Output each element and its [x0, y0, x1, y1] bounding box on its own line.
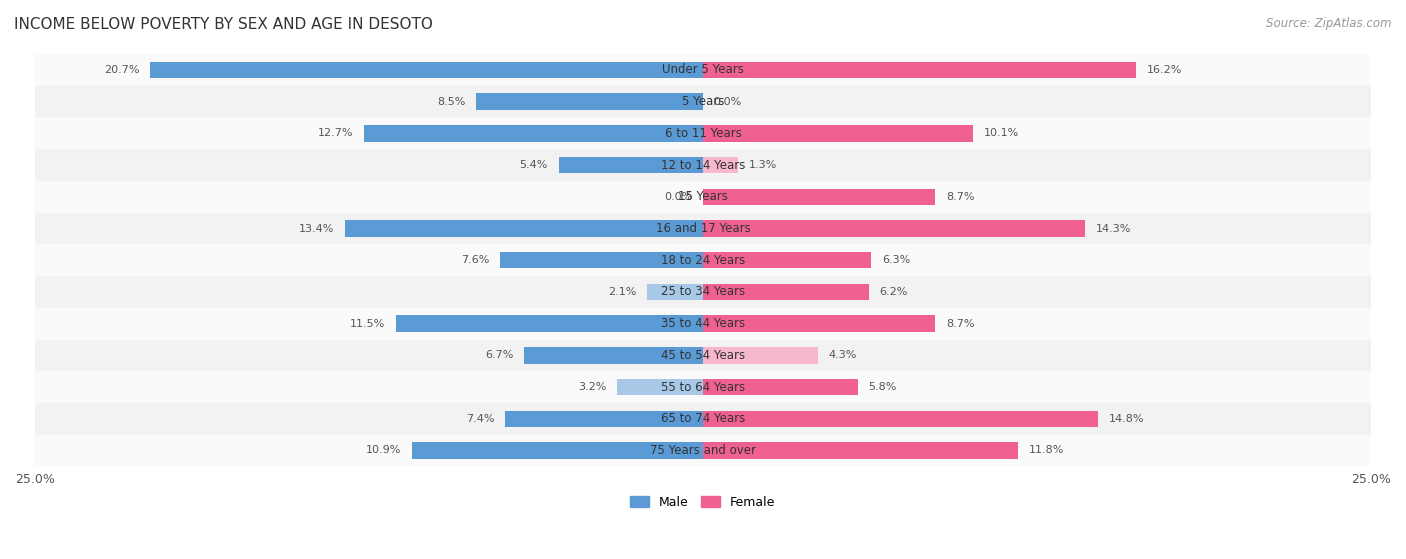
Text: Under 5 Years: Under 5 Years	[662, 64, 744, 77]
Bar	[475, 93, 703, 110]
Text: 5 Years: 5 Years	[682, 95, 724, 108]
Text: INCOME BELOW POVERTY BY SEX AND AGE IN DESOTO: INCOME BELOW POVERTY BY SEX AND AGE IN D…	[14, 17, 433, 32]
Bar	[558, 157, 703, 173]
Text: 4.3%: 4.3%	[828, 350, 858, 361]
Text: 7.6%: 7.6%	[461, 255, 489, 265]
Bar	[703, 379, 858, 395]
Text: 14.8%: 14.8%	[1109, 414, 1144, 424]
Bar	[703, 315, 935, 332]
Text: 6 to 11 Years: 6 to 11 Years	[665, 127, 741, 140]
Bar	[364, 125, 703, 141]
Text: 2.1%: 2.1%	[607, 287, 636, 297]
Text: 13.4%: 13.4%	[299, 224, 335, 234]
Text: 16.2%: 16.2%	[1147, 65, 1182, 75]
Bar	[647, 284, 703, 300]
Bar	[703, 188, 935, 205]
Text: 10.1%: 10.1%	[984, 129, 1019, 139]
Text: 35 to 44 Years: 35 to 44 Years	[661, 317, 745, 330]
Text: 25 to 34 Years: 25 to 34 Years	[661, 286, 745, 299]
Bar	[35, 371, 1371, 403]
Bar	[703, 220, 1085, 237]
Bar	[412, 442, 703, 459]
Text: 6.7%: 6.7%	[485, 350, 513, 361]
Text: 7.4%: 7.4%	[465, 414, 495, 424]
Text: 0.0%: 0.0%	[714, 97, 742, 107]
Text: 65 to 74 Years: 65 to 74 Years	[661, 413, 745, 425]
Text: 12 to 14 Years: 12 to 14 Years	[661, 159, 745, 172]
Text: 11.5%: 11.5%	[350, 319, 385, 329]
Bar	[35, 212, 1371, 244]
Bar	[35, 276, 1371, 308]
Text: 5.4%: 5.4%	[520, 160, 548, 170]
Bar	[35, 54, 1371, 86]
Bar	[524, 347, 703, 363]
Bar	[35, 244, 1371, 276]
Text: 10.9%: 10.9%	[366, 446, 401, 456]
Bar	[703, 284, 869, 300]
Text: 5.8%: 5.8%	[869, 382, 897, 392]
Bar	[150, 61, 703, 78]
Text: 1.3%: 1.3%	[748, 160, 776, 170]
Text: 6.3%: 6.3%	[882, 255, 910, 265]
Bar	[35, 435, 1371, 466]
Text: 3.2%: 3.2%	[578, 382, 607, 392]
Bar	[703, 347, 818, 363]
Bar	[35, 403, 1371, 435]
Bar	[344, 220, 703, 237]
Bar	[35, 339, 1371, 371]
Text: 15 Years: 15 Years	[678, 190, 728, 203]
Bar	[35, 117, 1371, 149]
Bar	[703, 157, 738, 173]
Text: 8.7%: 8.7%	[946, 319, 974, 329]
Bar	[35, 181, 1371, 212]
Bar	[703, 61, 1136, 78]
Text: 12.7%: 12.7%	[318, 129, 353, 139]
Text: 55 to 64 Years: 55 to 64 Years	[661, 381, 745, 394]
Bar	[35, 86, 1371, 117]
Text: 75 Years and over: 75 Years and over	[650, 444, 756, 457]
Text: 16 and 17 Years: 16 and 17 Years	[655, 222, 751, 235]
Text: Source: ZipAtlas.com: Source: ZipAtlas.com	[1267, 17, 1392, 30]
Text: 45 to 54 Years: 45 to 54 Years	[661, 349, 745, 362]
Bar	[395, 315, 703, 332]
Text: 11.8%: 11.8%	[1029, 446, 1064, 456]
Bar	[703, 442, 1018, 459]
Text: 8.5%: 8.5%	[437, 97, 465, 107]
Bar	[703, 410, 1098, 427]
Bar	[35, 149, 1371, 181]
Bar	[35, 308, 1371, 339]
Bar	[501, 252, 703, 268]
Text: 14.3%: 14.3%	[1095, 224, 1132, 234]
Text: 0.0%: 0.0%	[664, 192, 692, 202]
Text: 20.7%: 20.7%	[104, 65, 139, 75]
Bar	[617, 379, 703, 395]
Text: 8.7%: 8.7%	[946, 192, 974, 202]
Bar	[505, 410, 703, 427]
Bar	[703, 125, 973, 141]
Legend: Male, Female: Male, Female	[626, 491, 780, 514]
Text: 18 to 24 Years: 18 to 24 Years	[661, 254, 745, 267]
Bar	[703, 252, 872, 268]
Text: 6.2%: 6.2%	[879, 287, 908, 297]
